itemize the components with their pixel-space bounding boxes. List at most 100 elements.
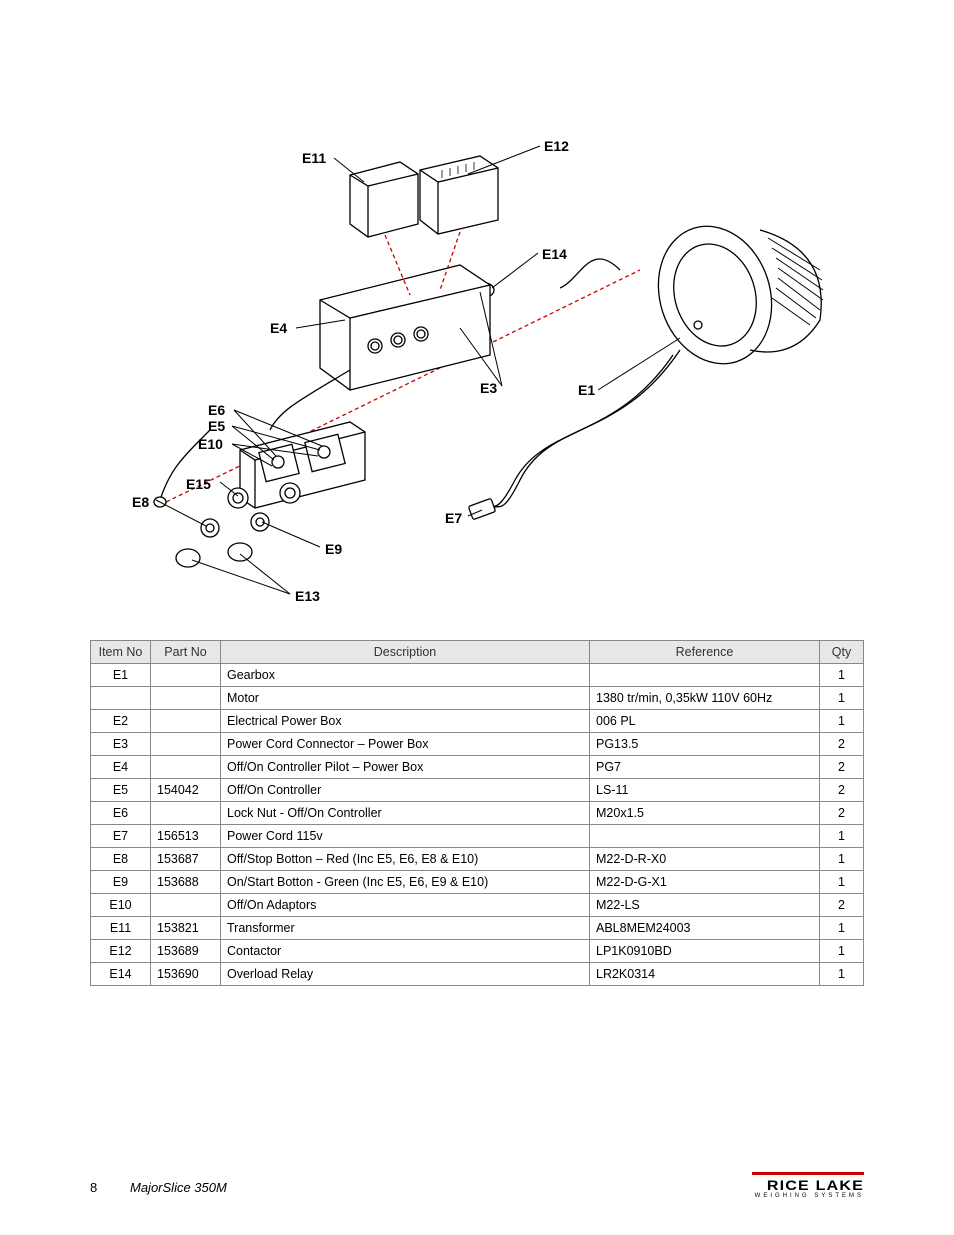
table-cell: Lock Nut - Off/On Controller bbox=[221, 802, 590, 825]
table-cell: Off/On Controller bbox=[221, 779, 590, 802]
table-cell: E1 bbox=[91, 664, 151, 687]
callout-E9: E9 bbox=[325, 541, 342, 557]
table-cell: E14 bbox=[91, 963, 151, 986]
table-cell: PG7 bbox=[590, 756, 820, 779]
callout-E10: E10 bbox=[198, 436, 223, 452]
table-row: E14153690Overload RelayLR2K03141 bbox=[91, 963, 864, 986]
table-row: E2Electrical Power Box006 PL1 bbox=[91, 710, 864, 733]
table-cell: Overload Relay bbox=[221, 963, 590, 986]
table-cell: E10 bbox=[91, 894, 151, 917]
table-cell: 1380 tr/min, 0,35kW 110V 60Hz bbox=[590, 687, 820, 710]
table-cell: 156513 bbox=[151, 825, 221, 848]
table-cell: E8 bbox=[91, 848, 151, 871]
table-cell: M22-LS bbox=[590, 894, 820, 917]
table-cell: PG13.5 bbox=[590, 733, 820, 756]
callout-E12: E12 bbox=[544, 138, 569, 154]
callout-E13: E13 bbox=[295, 588, 320, 604]
table-cell: E4 bbox=[91, 756, 151, 779]
table-cell bbox=[590, 664, 820, 687]
col-item: Item No bbox=[91, 641, 151, 664]
table-cell: 2 bbox=[820, 779, 864, 802]
table-row: E3 Power Cord Connector – Power BoxPG13.5… bbox=[91, 733, 864, 756]
table-row: E7156513Power Cord 115v 1 bbox=[91, 825, 864, 848]
table-cell: 1 bbox=[820, 848, 864, 871]
table-cell: LS-11 bbox=[590, 779, 820, 802]
table-row: E12153689ContactorLP1K0910BD1 bbox=[91, 940, 864, 963]
callout-E5: E5 bbox=[208, 418, 225, 434]
page: E11 E12 E14 E4 E3 E1 E6 E5 E10 E15 E8 E9… bbox=[0, 0, 954, 1235]
table-cell: E9 bbox=[91, 871, 151, 894]
table-cell: LP1K0910BD bbox=[590, 940, 820, 963]
col-qty: Qty bbox=[820, 641, 864, 664]
table-cell: On/Start Botton - Green (Inc E5, E6, E9 … bbox=[221, 871, 590, 894]
table-header-row: Item No Part No Description Reference Qt… bbox=[91, 641, 864, 664]
table-cell: E5 bbox=[91, 779, 151, 802]
brand-name: RICE LAKE bbox=[735, 1177, 864, 1193]
table-row: E10 Off/On AdaptorsM22-LS2 bbox=[91, 894, 864, 917]
col-desc: Description bbox=[221, 641, 590, 664]
table-cell: M22-D-R-X0 bbox=[590, 848, 820, 871]
table-cell: 2 bbox=[820, 894, 864, 917]
table-cell: E7 bbox=[91, 825, 151, 848]
table-cell bbox=[151, 802, 221, 825]
table-cell: 1 bbox=[820, 825, 864, 848]
brand-tagline: WEIGHING SYSTEMS bbox=[752, 1193, 864, 1199]
table-cell bbox=[151, 664, 221, 687]
table-cell: E12 bbox=[91, 940, 151, 963]
table-cell: 1 bbox=[820, 710, 864, 733]
table-row: E9153688On/Start Botton - Green (Inc E5,… bbox=[91, 871, 864, 894]
table-cell: Gearbox bbox=[221, 664, 590, 687]
table-cell: E2 bbox=[91, 710, 151, 733]
logo-bar bbox=[752, 1172, 864, 1175]
table-cell: 153687 bbox=[151, 848, 221, 871]
table-body: E1 Gearbox 1 Motor1380 tr/min, 0,35kW 110V … bbox=[91, 664, 864, 986]
table-cell: Contactor bbox=[221, 940, 590, 963]
callout-E7: E7 bbox=[445, 510, 462, 526]
table-cell bbox=[151, 687, 221, 710]
table-cell: 2 bbox=[820, 733, 864, 756]
table-cell: 2 bbox=[820, 756, 864, 779]
table-cell: 1 bbox=[820, 963, 864, 986]
table-cell: E6 bbox=[91, 802, 151, 825]
footer-title: MajorSlice 350M bbox=[130, 1180, 227, 1195]
callout-E15: E15 bbox=[186, 476, 211, 492]
table-cell: 153689 bbox=[151, 940, 221, 963]
table-cell: 1 bbox=[820, 687, 864, 710]
diagram-svg bbox=[120, 120, 840, 610]
exploded-diagram: E11 E12 E14 E4 E3 E1 E6 E5 E10 E15 E8 E9… bbox=[120, 120, 840, 610]
col-ref: Reference bbox=[590, 641, 820, 664]
table-cell: 1 bbox=[820, 871, 864, 894]
page-footer: 8 MajorSlice 350M RICE LAKE WEIGHING SYS… bbox=[90, 1165, 864, 1195]
callout-E3: E3 bbox=[480, 380, 497, 396]
table-cell: ABL8MEM24003 bbox=[590, 917, 820, 940]
table-cell: Power Cord Connector – Power Box bbox=[221, 733, 590, 756]
table-cell: M20x1.5 bbox=[590, 802, 820, 825]
callout-E11: E11 bbox=[302, 150, 326, 166]
table-cell: Power Cord 115v bbox=[221, 825, 590, 848]
parts-table: Item No Part No Description Reference Qt… bbox=[90, 640, 864, 986]
table-cell: Electrical Power Box bbox=[221, 710, 590, 733]
table-cell: 1 bbox=[820, 940, 864, 963]
parts-table-container: Item No Part No Description Reference Qt… bbox=[90, 640, 864, 986]
table-cell: 1 bbox=[820, 917, 864, 940]
table-cell bbox=[151, 733, 221, 756]
table-row: E1 Gearbox 1 bbox=[91, 664, 864, 687]
table-cell: Transformer bbox=[221, 917, 590, 940]
table-cell bbox=[151, 894, 221, 917]
table-cell: E3 bbox=[91, 733, 151, 756]
table-cell: 153821 bbox=[151, 917, 221, 940]
col-part: Part No bbox=[151, 641, 221, 664]
table-row: E4Off/On Controller Pilot – Power BoxPG7… bbox=[91, 756, 864, 779]
table-cell: Off/On Adaptors bbox=[221, 894, 590, 917]
table-row: E6 Lock Nut - Off/On ControllerM20x1.52 bbox=[91, 802, 864, 825]
table-cell: 2 bbox=[820, 802, 864, 825]
table-cell: Off/Stop Botton – Red (Inc E5, E6, E8 & … bbox=[221, 848, 590, 871]
table-cell: 153690 bbox=[151, 963, 221, 986]
table-cell: Motor bbox=[221, 687, 590, 710]
brand-logo: RICE LAKE WEIGHING SYSTEMS bbox=[752, 1172, 864, 1199]
callout-E8: E8 bbox=[132, 494, 149, 510]
table-cell: M22-D-G-X1 bbox=[590, 871, 820, 894]
table-cell: 154042 bbox=[151, 779, 221, 802]
table-cell: E11 bbox=[91, 917, 151, 940]
table-cell: 1 bbox=[820, 664, 864, 687]
